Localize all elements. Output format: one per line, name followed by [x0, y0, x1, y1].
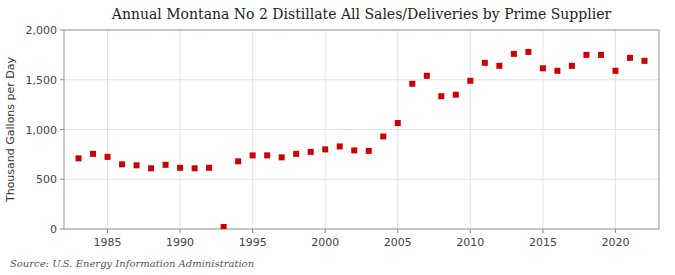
grid-line [252, 30, 253, 229]
series [76, 49, 648, 229]
point [467, 78, 473, 84]
tick-label: 2005 [384, 236, 412, 249]
point [583, 52, 589, 58]
tick-mark [470, 229, 471, 233]
point [351, 147, 357, 153]
point [569, 63, 575, 69]
point [293, 151, 299, 157]
point [525, 49, 531, 55]
point [627, 55, 633, 61]
point [221, 224, 227, 229]
tick-mark [60, 79, 64, 80]
point [206, 165, 212, 171]
axis-label: Thousand Gallons per Day [4, 56, 17, 203]
point [90, 151, 96, 157]
point [264, 152, 270, 158]
plot-frame [64, 30, 659, 229]
tick-mark [397, 229, 398, 233]
point [308, 149, 314, 155]
grid [64, 30, 659, 229]
tick-label: 1,500 [26, 74, 58, 87]
point [148, 165, 154, 171]
tick-label: 2015 [529, 236, 557, 249]
tick-mark [60, 229, 64, 230]
point [322, 146, 328, 152]
tick-mark [107, 229, 108, 233]
grid-line [325, 30, 326, 229]
point [438, 93, 444, 99]
point [192, 165, 198, 171]
point [279, 154, 285, 160]
point [482, 60, 488, 66]
point [380, 133, 386, 139]
point [540, 65, 546, 71]
point [105, 154, 111, 160]
grid-line [397, 30, 398, 229]
tick-mark [252, 229, 253, 233]
tick-label: 1,000 [26, 124, 58, 137]
tick-label: 0 [50, 223, 57, 236]
axes: 0 500 1,000 1,500 2,000 1985 1990 1995 2000 2005 2… [26, 24, 630, 249]
tick-label: 2020 [601, 236, 629, 249]
grid-line [64, 79, 659, 80]
point [409, 81, 415, 87]
point [511, 51, 517, 57]
grid-line [542, 30, 543, 229]
point [250, 152, 256, 158]
point [612, 68, 618, 74]
grid-line [64, 179, 659, 180]
tick-mark [615, 229, 616, 233]
point [641, 58, 647, 64]
tick-label: 2,000 [26, 24, 58, 37]
annotation: Source: U.S. Energy Information Administ… [10, 258, 254, 269]
tick-label: 1995 [239, 236, 267, 249]
tick-mark [60, 129, 64, 130]
tick-mark [542, 229, 543, 233]
point [395, 120, 401, 126]
tick-label: 2010 [456, 236, 484, 249]
tick-mark [60, 179, 64, 180]
tick-mark [325, 229, 326, 233]
point [598, 52, 604, 58]
point [76, 155, 82, 161]
point [496, 63, 502, 69]
plot-area [64, 30, 659, 229]
point [453, 92, 459, 98]
point [119, 161, 125, 167]
point [163, 162, 169, 168]
grid-line [107, 30, 108, 229]
tick-label: 2000 [311, 236, 339, 249]
title: Annual Montana No 2 Distillate All Sales… [111, 6, 612, 22]
point [235, 158, 241, 164]
grid-line [615, 30, 616, 229]
point [424, 73, 430, 79]
tick-label: 1985 [94, 236, 122, 249]
point [177, 165, 183, 171]
tick-label: 1990 [166, 236, 194, 249]
point [134, 162, 140, 168]
point [366, 148, 372, 154]
tick-label: 500 [36, 173, 57, 186]
point [337, 143, 343, 149]
grid-line [180, 30, 181, 229]
chart: 0 500 1,000 1,500 2,000 1985 1990 1995 2000 2005 2… [0, 0, 675, 275]
grid-line [470, 30, 471, 229]
tick-mark [180, 229, 181, 233]
point [554, 68, 560, 74]
grid-line [64, 129, 659, 130]
tick-mark [60, 30, 64, 31]
